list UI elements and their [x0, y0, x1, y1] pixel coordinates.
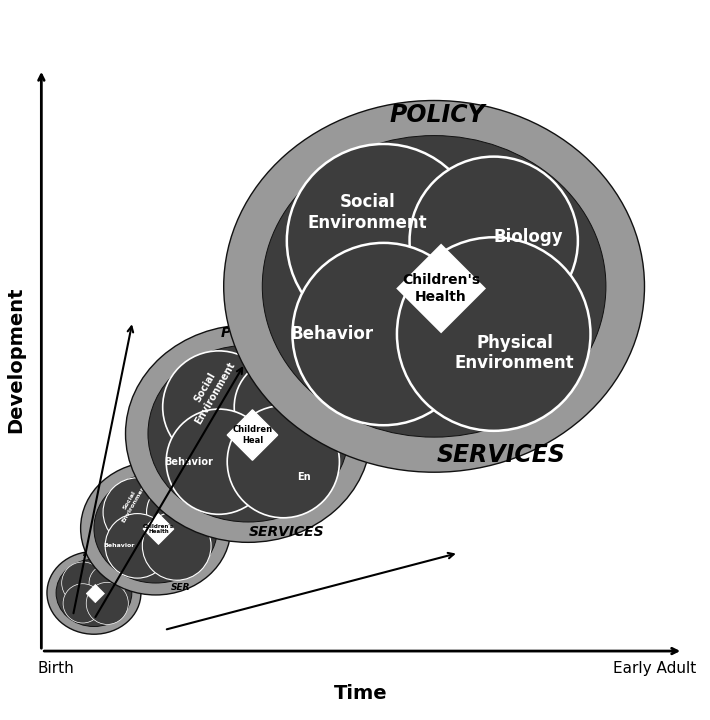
Text: Early Adult: Early Adult: [613, 661, 697, 676]
Text: Children
Heal: Children Heal: [232, 426, 273, 445]
Text: Social
Environment: Social Environment: [116, 480, 148, 524]
Text: POLICY: POLICY: [83, 552, 105, 557]
Circle shape: [410, 157, 578, 325]
Ellipse shape: [148, 346, 349, 522]
Ellipse shape: [262, 135, 606, 437]
Circle shape: [234, 358, 332, 456]
Text: En: En: [297, 472, 311, 482]
Text: Biology: Biology: [175, 508, 201, 513]
Text: SER: SER: [170, 583, 190, 593]
Text: Development: Development: [6, 287, 25, 433]
Text: Behavior: Behavior: [164, 456, 213, 467]
Text: Social
Environment: Social Environment: [307, 193, 427, 232]
Text: Social
Environment: Social Environment: [182, 354, 236, 426]
Circle shape: [166, 409, 271, 514]
Circle shape: [89, 564, 126, 601]
Ellipse shape: [94, 474, 217, 583]
Ellipse shape: [56, 559, 132, 626]
Circle shape: [146, 482, 207, 542]
Polygon shape: [143, 513, 174, 544]
Text: Behavior: Behavior: [104, 544, 135, 549]
Text: Physical
Environment: Physical Environment: [455, 333, 574, 372]
Ellipse shape: [47, 552, 141, 634]
Circle shape: [103, 478, 172, 546]
Circle shape: [163, 351, 275, 463]
Circle shape: [62, 562, 104, 604]
Text: Birth: Birth: [37, 661, 74, 676]
Text: Biology: Biology: [494, 228, 564, 246]
Ellipse shape: [81, 462, 231, 595]
Circle shape: [86, 582, 129, 624]
Polygon shape: [227, 410, 278, 460]
Circle shape: [142, 511, 211, 580]
Text: Children's
Health: Children's Health: [402, 274, 480, 304]
Ellipse shape: [126, 325, 371, 542]
Circle shape: [227, 405, 339, 518]
Circle shape: [287, 144, 481, 338]
Text: Behavior: Behavior: [291, 325, 374, 343]
Text: POLICY: POLICY: [390, 102, 486, 127]
Circle shape: [397, 238, 591, 431]
Text: Time: Time: [334, 683, 387, 703]
Circle shape: [105, 513, 170, 578]
Polygon shape: [86, 585, 104, 603]
Text: Children's
Health: Children's Health: [143, 523, 174, 534]
Circle shape: [293, 243, 475, 426]
Text: POLICY: POLICY: [220, 326, 276, 341]
Text: SERVICES: SERVICES: [249, 525, 324, 539]
Text: SERVICES: SERVICES: [436, 443, 565, 467]
Polygon shape: [398, 245, 485, 332]
Text: POLICY: POLICY: [138, 462, 174, 471]
Text: Biology: Biology: [280, 400, 322, 410]
Circle shape: [63, 584, 102, 623]
Ellipse shape: [224, 101, 645, 472]
